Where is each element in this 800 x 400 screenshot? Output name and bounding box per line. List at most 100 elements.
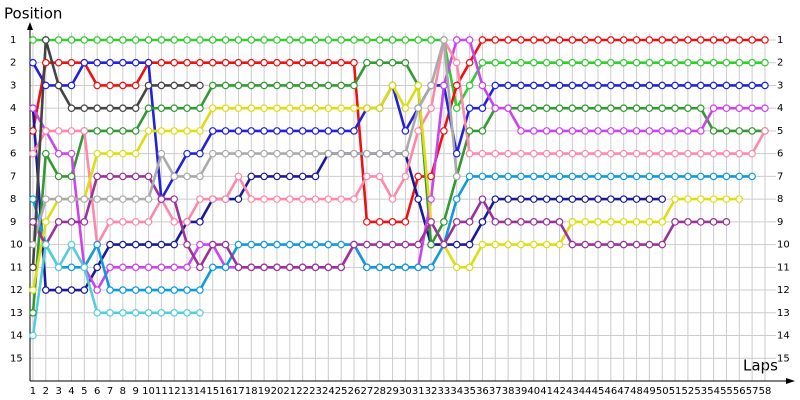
series-point: [119, 308, 127, 317]
series-point: [542, 127, 551, 135]
series-point: [247, 149, 256, 158]
series-point: [722, 195, 731, 203]
x-tick-label: 55: [720, 386, 733, 397]
series-point: [311, 240, 320, 249]
series-point: [388, 240, 397, 249]
series-point: [93, 104, 101, 112]
series-point: [529, 172, 538, 181]
series-point: [581, 218, 589, 226]
series-point: [157, 195, 166, 203]
series-point: [696, 36, 705, 44]
x-tick-label: 36: [476, 386, 489, 397]
series-point: [517, 81, 525, 90]
series-point: [414, 240, 423, 249]
series-point: [452, 263, 461, 272]
series-point: [67, 127, 76, 135]
series-point: [658, 81, 667, 90]
series-point: [568, 218, 577, 226]
series-point: [619, 58, 628, 67]
series-point: [542, 240, 551, 249]
series-point: [696, 149, 705, 158]
series-point: [273, 104, 281, 112]
x-axis-label: Laps: [743, 357, 778, 375]
x-tick-label: 46: [604, 386, 617, 397]
series-point: [671, 81, 679, 90]
series-point: [375, 240, 384, 249]
series-point: [607, 195, 615, 203]
series-point: [594, 149, 602, 158]
series-point: [414, 195, 423, 203]
series-point: [106, 36, 114, 44]
y-tick-label: 1: [10, 35, 16, 46]
series-point: [491, 172, 500, 181]
series-point: [260, 195, 268, 203]
series-point: [684, 172, 692, 181]
series-point: [722, 149, 731, 158]
series-point: [221, 195, 230, 203]
x-tick-label: 10: [142, 386, 155, 397]
series-point: [221, 58, 230, 67]
y-tick-label: 5: [10, 126, 16, 137]
y-tick-label: 9: [10, 217, 16, 228]
series-point: [54, 149, 63, 158]
series-point: [196, 127, 204, 135]
series-line: [31, 38, 765, 224]
series-point: [54, 58, 63, 67]
series-point: [709, 36, 718, 44]
series-point: [375, 149, 384, 158]
series-point: [491, 240, 500, 249]
series-point: [748, 81, 756, 90]
x-tick-label: 45: [592, 386, 605, 397]
series-point: [427, 263, 435, 272]
series-point: [465, 81, 474, 90]
series-point: [671, 149, 679, 158]
y-tick-label: 8: [10, 194, 16, 205]
series-point: [298, 149, 307, 158]
series-point: [645, 127, 654, 135]
series-point: [196, 286, 204, 294]
series-point: [221, 149, 230, 158]
series-point: [401, 149, 410, 158]
series-point: [722, 36, 731, 44]
series-point: [761, 127, 769, 135]
series-point: [260, 81, 268, 90]
series-point: [658, 172, 667, 181]
series-point: [41, 195, 50, 203]
series-point: [119, 127, 127, 135]
series-point: [619, 218, 628, 226]
series-point: [208, 36, 217, 44]
y-tick-label-right: 3: [777, 80, 783, 91]
series-point: [761, 104, 769, 112]
x-tick-label: 24: [322, 386, 335, 397]
series-point: [568, 36, 577, 44]
y-tick-label-right: 12: [777, 285, 790, 296]
series-point: [542, 195, 551, 203]
series-point: [388, 218, 397, 226]
series-point: [183, 81, 191, 90]
series-point: [29, 127, 37, 135]
series-point: [157, 240, 166, 249]
series-point: [363, 240, 371, 249]
series-point: [594, 172, 602, 181]
series-point: [748, 127, 756, 135]
series-point: [761, 81, 769, 90]
series-point: [144, 104, 153, 112]
x-tick-label: 2: [43, 386, 49, 397]
series-point: [517, 240, 525, 249]
x-tick-label: 38: [502, 386, 515, 397]
series-point: [632, 104, 641, 112]
series-point: [119, 286, 127, 294]
series-point: [234, 172, 243, 181]
series-point: [80, 286, 89, 294]
series-point: [529, 127, 538, 135]
series-point: [93, 263, 101, 272]
series-point: [54, 127, 63, 135]
series-point: [234, 81, 243, 90]
series-point: [183, 104, 191, 112]
series-point: [491, 58, 500, 67]
series-point: [183, 286, 191, 294]
series-point: [619, 81, 628, 90]
series-point: [607, 218, 615, 226]
series-point: [504, 58, 512, 67]
series-point: [196, 240, 204, 249]
